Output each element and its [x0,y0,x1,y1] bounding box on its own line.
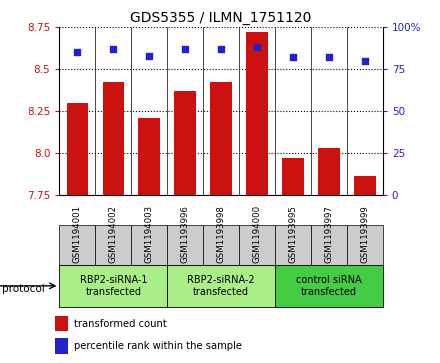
Bar [347,225,383,265]
Bar [282,158,304,195]
Bar [55,338,68,354]
Text: GSM1194003: GSM1194003 [145,205,154,263]
Bar [203,225,239,265]
Text: GSM1193997: GSM1193997 [324,205,334,263]
Bar [246,32,268,195]
Bar [66,103,88,195]
Bar [210,82,232,195]
Bar [59,265,167,307]
Point [361,58,368,64]
Bar [55,316,68,331]
Bar [139,118,160,195]
Text: GSM1193998: GSM1193998 [216,205,226,263]
Text: control siRNA
transfected: control siRNA transfected [296,275,362,297]
Bar [167,265,275,307]
Point [290,54,297,60]
Bar [275,225,311,265]
Point [326,54,333,60]
Point [146,53,153,58]
Bar [174,91,196,195]
Text: transformed count: transformed count [74,318,167,329]
Bar [311,225,347,265]
Text: GSM1193999: GSM1193999 [360,205,369,263]
Text: GSM1194002: GSM1194002 [109,205,118,263]
Bar [239,225,275,265]
Bar [131,225,167,265]
Text: RBP2-siRNA-2
transfected: RBP2-siRNA-2 transfected [187,275,255,297]
Point [253,44,260,50]
Bar [167,225,203,265]
Text: GSM1194001: GSM1194001 [73,205,82,263]
Text: protocol: protocol [2,284,45,294]
Text: percentile rank within the sample: percentile rank within the sample [74,341,242,351]
Point [110,46,117,52]
Bar [275,265,383,307]
Bar [354,176,376,195]
Text: GSM1194000: GSM1194000 [253,205,261,263]
Title: GDS5355 / ILMN_1751120: GDS5355 / ILMN_1751120 [130,11,312,25]
Bar [318,148,340,195]
Text: RBP2-siRNA-1
transfected: RBP2-siRNA-1 transfected [80,275,147,297]
Bar [95,225,131,265]
Text: GSM1193996: GSM1193996 [181,205,190,263]
Bar [59,225,95,265]
Point [218,46,225,52]
Point [182,46,189,52]
Point [74,49,81,55]
Bar [103,82,124,195]
Text: GSM1193995: GSM1193995 [289,205,297,263]
